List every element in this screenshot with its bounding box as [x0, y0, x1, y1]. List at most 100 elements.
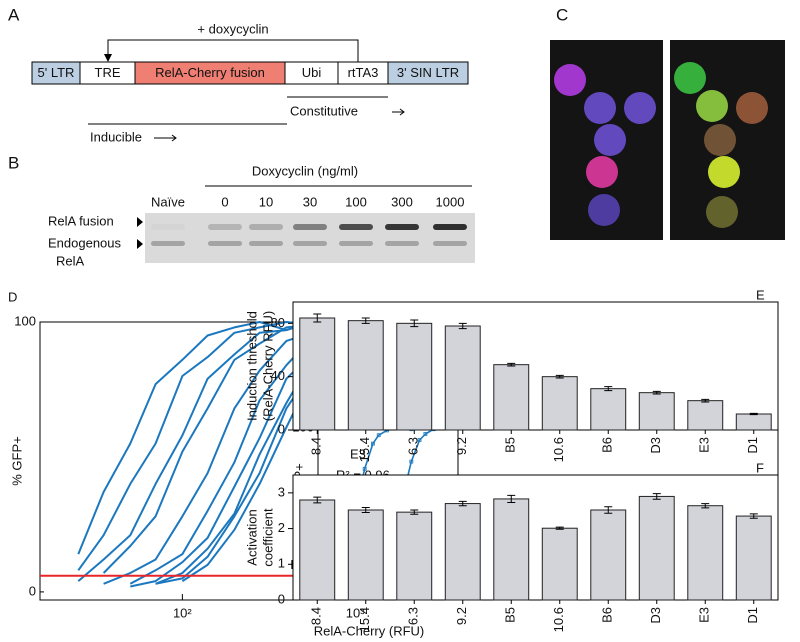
blot-band [339, 224, 373, 230]
x-tick-label: 15.4 [357, 607, 372, 632]
cell [696, 90, 728, 122]
data-point [409, 459, 414, 464]
x-tick-label: D1 [745, 437, 760, 454]
bar [638, 392, 675, 431]
error-bar [555, 526, 564, 530]
construct-label: 3' SIN LTR [397, 65, 459, 80]
inducible-label: Inducible [90, 129, 142, 144]
x-tick-label: 8.4 [309, 437, 324, 455]
row-marker [137, 239, 143, 249]
bar [687, 505, 724, 601]
x-tick-label: 10.6 [551, 437, 566, 462]
annotation: + doxycyclin [197, 21, 268, 36]
data-point [370, 441, 375, 446]
y-tick-label: 40 [271, 368, 285, 383]
blot-band [339, 241, 373, 246]
blot-band [208, 241, 242, 246]
bar [347, 509, 384, 601]
row-label: RelA [56, 253, 85, 268]
x-tick-label: D3 [648, 607, 663, 624]
cell [736, 92, 768, 124]
x-tick-label: E3 [697, 607, 712, 623]
lane-label: 0 [221, 194, 228, 209]
x-tick-label: E3 [697, 437, 712, 453]
y-tick-label: 0 [29, 583, 36, 598]
cell [594, 124, 626, 156]
x-tick-label: 10³ [346, 605, 365, 620]
lane-label: 30 [303, 194, 317, 209]
data-point [362, 466, 367, 471]
bar [444, 503, 481, 601]
panel-label: D [8, 289, 17, 304]
bar [541, 527, 578, 601]
x-tick-label: 9.2 [454, 437, 469, 455]
error-bar [507, 362, 516, 367]
bar [347, 320, 384, 431]
cell [708, 156, 740, 188]
construct-label: TRE [95, 65, 121, 80]
cell [584, 92, 616, 124]
error-bar [313, 313, 322, 323]
lane-label: 1000 [436, 194, 465, 209]
x-tick-label: 10.6 [551, 607, 566, 632]
x-tick-label: D1 [745, 607, 760, 624]
error-bar [507, 494, 516, 503]
cell [554, 64, 586, 96]
lane-label: 300 [391, 194, 413, 209]
cell [586, 156, 618, 188]
bar [687, 400, 724, 431]
blot-band [293, 241, 327, 246]
y-tick-label: 2 [278, 520, 285, 535]
induction-arrow [107, 39, 359, 62]
construct-label: 5' LTR [38, 65, 75, 80]
error-bar [604, 386, 613, 392]
error-bar [749, 513, 758, 519]
arrow [392, 108, 405, 116]
x-tick-label: B5 [503, 437, 518, 453]
x-axis-label: RelA-Cherry (RFU) [314, 623, 425, 638]
arrow [154, 134, 177, 142]
panel-label: B [8, 153, 19, 172]
error-bar [410, 509, 419, 515]
error-bar [749, 412, 758, 416]
blot-band [293, 224, 327, 230]
data-point [423, 432, 428, 436]
y-axis-label: coefficient [260, 508, 275, 567]
y-tick-label: 1 [278, 556, 285, 571]
y-tick-label: 3 [278, 484, 285, 499]
bar [541, 376, 578, 431]
error-bar [652, 493, 661, 500]
blot-band [385, 241, 419, 246]
row-label: RelA fusion [48, 213, 114, 228]
bar [590, 388, 627, 431]
x-tick-label: B5 [503, 607, 518, 623]
y-tick-label: 80 [271, 315, 285, 330]
arrow-head [104, 54, 112, 62]
panel-label: F [756, 460, 764, 475]
error-bar [555, 374, 564, 379]
x-tick-label: 8.4 [309, 607, 324, 625]
error-bar [361, 507, 370, 513]
bar [396, 322, 433, 431]
annotation: E3 [350, 446, 366, 461]
y-axis-label: (RelA-Cherry RFU) [260, 311, 275, 422]
x-tick-label: 10² [173, 605, 192, 620]
y-tick-label: 0 [278, 591, 285, 606]
cell [706, 196, 738, 228]
blot-band [249, 241, 283, 246]
x-tick-label: 6.3 [406, 437, 421, 455]
lane-label: Naïve [151, 194, 185, 209]
cell [624, 92, 656, 124]
x-tick-label: B6 [600, 437, 615, 453]
blot-band [433, 224, 467, 230]
panel-label: E [756, 287, 765, 302]
blot-band [208, 224, 242, 230]
row-label: Endogenous [48, 235, 122, 250]
error-bar [652, 390, 661, 395]
x-tick-label: 15.4 [357, 437, 372, 462]
row-marker [137, 217, 143, 227]
blot-header: Doxycyclin (ng/ml) [252, 163, 358, 178]
bar [638, 495, 675, 601]
bar [299, 317, 336, 431]
